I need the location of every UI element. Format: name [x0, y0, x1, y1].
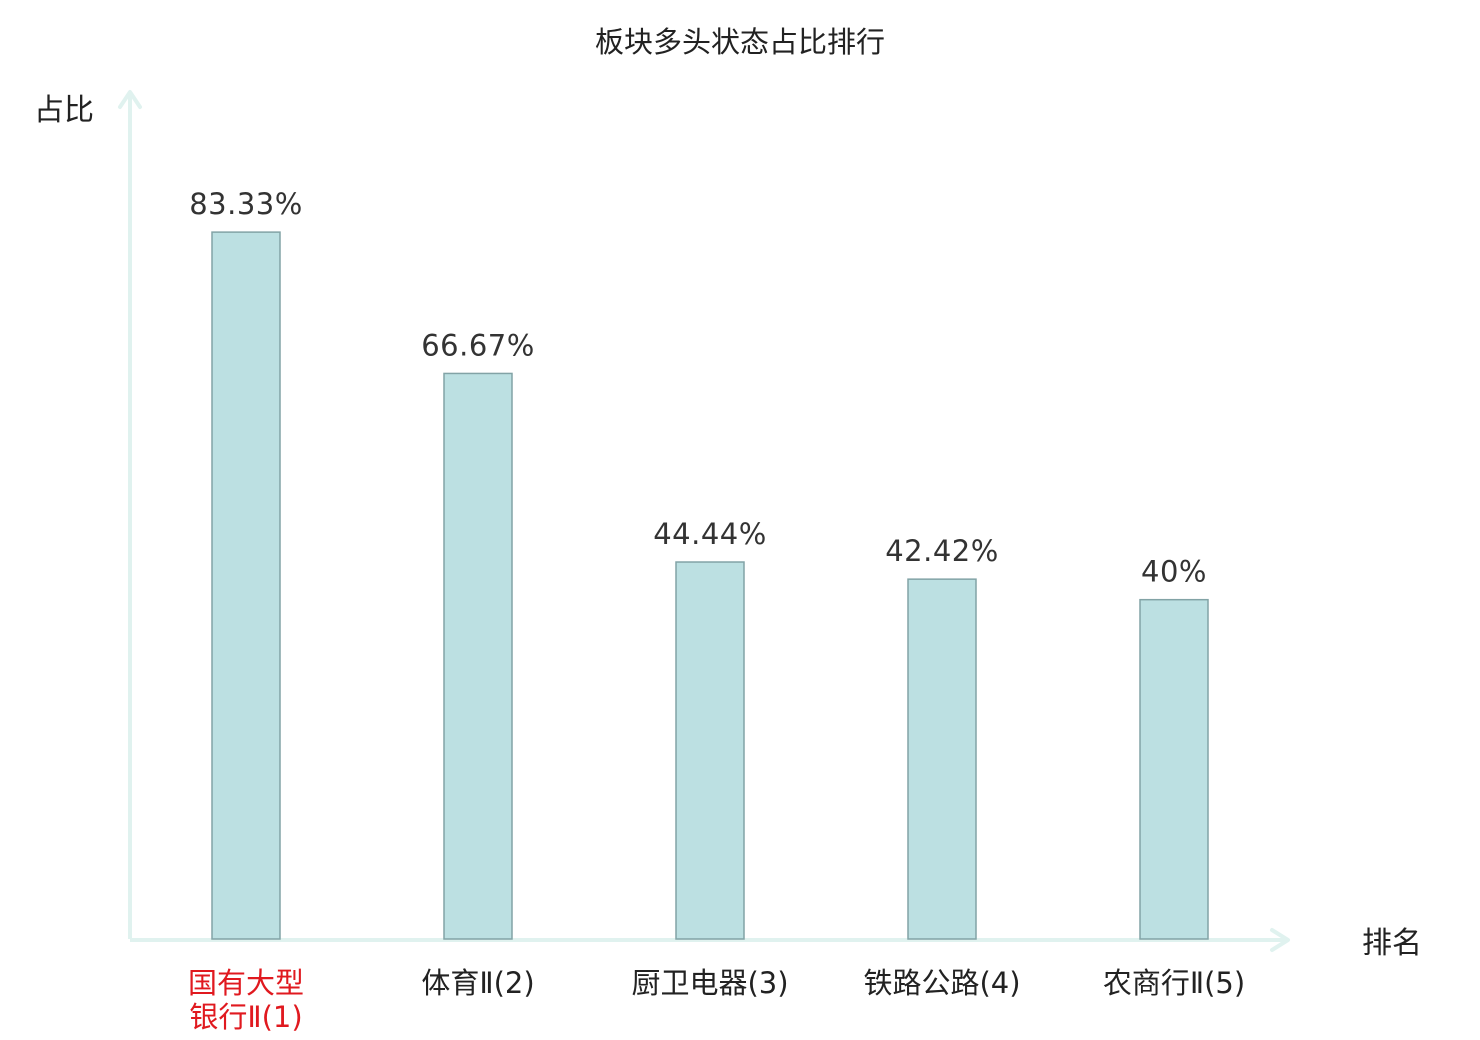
data-label: 83.33% [189, 187, 303, 221]
x-axis-arrow [1270, 928, 1290, 952]
tick-label: 厨卫电器(3) [631, 966, 788, 1000]
axes [118, 90, 1290, 952]
y-axis-title: 占比 [34, 93, 94, 128]
data-label: 42.42% [885, 534, 999, 568]
chart-title: 板块多头状态占比排行 [595, 25, 885, 59]
x-axis-title: 排名 [1362, 926, 1422, 961]
value-labels-group: 83.33% 66.67% 44.44% 42.42% 40% [189, 187, 1207, 589]
bar [1139, 598, 1209, 940]
bar [907, 578, 977, 940]
tick-label: 国有大型 [188, 966, 304, 1000]
data-label: 40% [1141, 555, 1207, 589]
bars-group [211, 231, 1209, 940]
bar [443, 372, 513, 940]
bar [211, 231, 281, 940]
tick-label: 农商行Ⅱ(5) [1103, 966, 1245, 1000]
data-label: 44.44% [653, 517, 767, 551]
data-label: 66.67% [421, 328, 535, 362]
y-axis-arrow [118, 90, 142, 109]
bar [675, 561, 745, 940]
tick-label: 铁路公路(4) [863, 966, 1020, 1000]
tick-label: 银行Ⅱ(1) [189, 1000, 302, 1034]
tick-label: 体育Ⅱ(2) [421, 966, 534, 1000]
